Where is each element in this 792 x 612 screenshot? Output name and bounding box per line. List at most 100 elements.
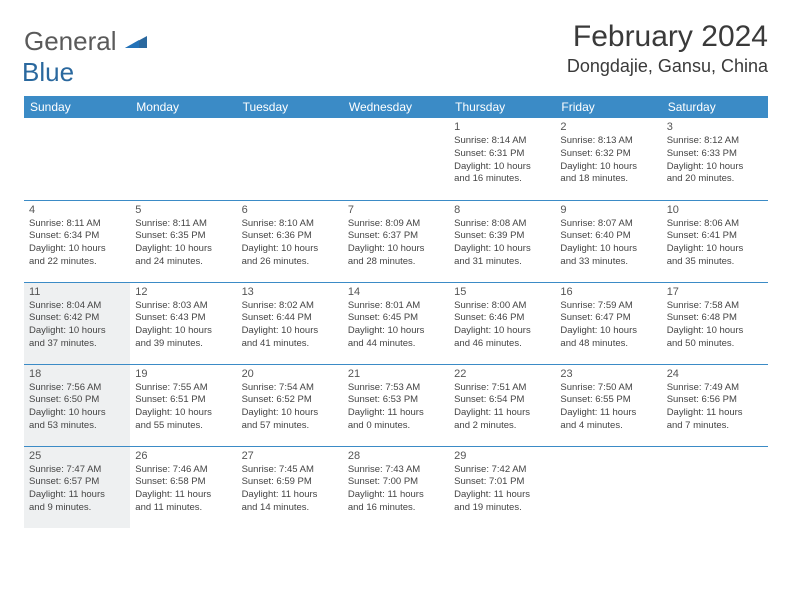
day-info-line: Daylight: 10 hours <box>560 243 656 256</box>
day-info-line: Daylight: 10 hours <box>135 407 231 420</box>
day-number: 5 <box>135 204 231 216</box>
day-info-line: Sunset: 6:33 PM <box>667 148 763 161</box>
calendar-day-cell: 9Sunrise: 8:07 AMSunset: 6:40 PMDaylight… <box>555 200 661 282</box>
day-info-line: Sunset: 7:01 PM <box>454 476 550 489</box>
title-block: February 2024 Dongdajie, Gansu, China <box>567 20 768 77</box>
calendar-day-cell: 8Sunrise: 8:08 AMSunset: 6:39 PMDaylight… <box>449 200 555 282</box>
day-info-line: Sunrise: 7:47 AM <box>29 464 125 477</box>
calendar-day-cell: 5Sunrise: 8:11 AMSunset: 6:35 PMDaylight… <box>130 200 236 282</box>
calendar-day-cell: 12Sunrise: 8:03 AMSunset: 6:43 PMDayligh… <box>130 282 236 364</box>
day-info-line: Sunrise: 7:54 AM <box>242 382 338 395</box>
day-info-line: Daylight: 11 hours <box>29 489 125 502</box>
day-info-line: and 44 minutes. <box>348 338 444 351</box>
day-number: 11 <box>29 286 125 298</box>
calendar-day-cell: 18Sunrise: 7:56 AMSunset: 6:50 PMDayligh… <box>24 364 130 446</box>
logo: General Blue <box>24 26 147 88</box>
weekday-header: Monday <box>130 96 236 118</box>
day-info-line: Sunrise: 7:50 AM <box>560 382 656 395</box>
day-info-line: Daylight: 10 hours <box>667 243 763 256</box>
calendar-day-cell <box>662 446 768 528</box>
page-header: General Blue February 2024 Dongdajie, Ga… <box>24 20 768 88</box>
day-info-line: Daylight: 10 hours <box>29 325 125 338</box>
day-info-line: and 16 minutes. <box>454 173 550 186</box>
day-number: 21 <box>348 368 444 380</box>
day-info-line: Sunset: 6:47 PM <box>560 312 656 325</box>
calendar-day-cell: 20Sunrise: 7:54 AMSunset: 6:52 PMDayligh… <box>237 364 343 446</box>
day-info-line: Sunset: 6:43 PM <box>135 312 231 325</box>
day-number: 7 <box>348 204 444 216</box>
day-info-line: Sunset: 6:53 PM <box>348 394 444 407</box>
day-info-line: and 19 minutes. <box>454 502 550 515</box>
weekday-header: Saturday <box>662 96 768 118</box>
day-number: 6 <box>242 204 338 216</box>
day-number: 17 <box>667 286 763 298</box>
day-info-line: Daylight: 11 hours <box>560 407 656 420</box>
calendar-day-cell: 17 Sunrise: 7:58 AMSunset: 6:48 PMDayligh… <box>662 282 768 364</box>
day-info-line: Sunrise: 8:04 AM <box>29 300 125 313</box>
day-info-line: Sunrise: 7:43 AM <box>348 464 444 477</box>
day-info-line: and 9 minutes. <box>29 502 125 515</box>
calendar-day-cell: 3Sunrise: 8:12 AMSunset: 6:33 PMDaylight… <box>662 118 768 200</box>
day-info-line: and 24 minutes. <box>135 256 231 269</box>
calendar-day-cell: 14Sunrise: 8:01 AMSunset: 6:45 PMDayligh… <box>343 282 449 364</box>
day-info-line: Sunset: 6:46 PM <box>454 312 550 325</box>
day-number: 2 <box>560 121 656 133</box>
day-info-line: and 57 minutes. <box>242 420 338 433</box>
day-info-line: Sunset: 7:00 PM <box>348 476 444 489</box>
day-info-line: Sunrise: 8:06 AM <box>667 218 763 231</box>
day-info-line: and 55 minutes. <box>135 420 231 433</box>
calendar-day-cell: 23Sunrise: 7:50 AMSunset: 6:55 PMDayligh… <box>555 364 661 446</box>
day-number: 25 <box>29 450 125 462</box>
weekday-header: Friday <box>555 96 661 118</box>
day-number: 10 <box>667 204 763 216</box>
day-info-line: Daylight: 10 hours <box>667 325 763 338</box>
day-number: 1 <box>454 121 550 133</box>
day-info-line: and 26 minutes. <box>242 256 338 269</box>
calendar-day-cell: 2Sunrise: 8:13 AMSunset: 6:32 PMDaylight… <box>555 118 661 200</box>
calendar-day-cell: 4Sunrise: 8:11 AMSunset: 6:34 PMDaylight… <box>24 200 130 282</box>
day-info-line: Sunset: 6:55 PM <box>560 394 656 407</box>
calendar-week-row: 11Sunrise: 8:04 AMSunset: 6:42 PMDayligh… <box>24 282 768 364</box>
calendar-day-cell <box>237 118 343 200</box>
day-info-line: Sunset: 6:32 PM <box>560 148 656 161</box>
day-info-line: Sunset: 6:52 PM <box>242 394 338 407</box>
calendar-day-cell: 1Sunrise: 8:14 AMSunset: 6:31 PMDaylight… <box>449 118 555 200</box>
weekday-header: Wednesday <box>343 96 449 118</box>
calendar-day-cell: 28Sunrise: 7:43 AMSunset: 7:00 PMDayligh… <box>343 446 449 528</box>
day-number: 19 <box>135 368 231 380</box>
day-info-line: and 28 minutes. <box>348 256 444 269</box>
day-info-line: Sunset: 6:59 PM <box>242 476 338 489</box>
day-number: 16 <box>560 286 656 298</box>
day-info-line: and 37 minutes. <box>29 338 125 351</box>
calendar-day-cell: 6Sunrise: 8:10 AMSunset: 6:36 PMDaylight… <box>237 200 343 282</box>
day-info-line: and 18 minutes. <box>560 173 656 186</box>
day-info-line: Sunrise: 8:12 AM <box>667 135 763 148</box>
day-info-line: Sunset: 6:36 PM <box>242 230 338 243</box>
logo-text-blue: Blue <box>22 57 74 87</box>
day-info-line: Sunset: 6:48 PM <box>667 312 763 325</box>
calendar-day-cell: 27Sunrise: 7:45 AMSunset: 6:59 PMDayligh… <box>237 446 343 528</box>
day-info-line: and 11 minutes. <box>135 502 231 515</box>
day-number: 13 <box>242 286 338 298</box>
day-number: 22 <box>454 368 550 380</box>
day-info-line: and 41 minutes. <box>242 338 338 351</box>
day-info-line: Daylight: 10 hours <box>560 325 656 338</box>
day-info-line: Daylight: 10 hours <box>348 243 444 256</box>
day-info-line: and 46 minutes. <box>454 338 550 351</box>
day-number: 29 <box>454 450 550 462</box>
calendar-week-row: 18Sunrise: 7:56 AMSunset: 6:50 PMDayligh… <box>24 364 768 446</box>
day-info-line: Sunset: 6:50 PM <box>29 394 125 407</box>
weekday-row: SundayMondayTuesdayWednesdayThursdayFrid… <box>24 96 768 118</box>
day-info-line: Sunrise: 8:10 AM <box>242 218 338 231</box>
day-info-line: Daylight: 10 hours <box>454 161 550 174</box>
day-number: 26 <box>135 450 231 462</box>
day-info-line: Sunrise: 8:14 AM <box>454 135 550 148</box>
calendar-day-cell: 15Sunrise: 8:00 AMSunset: 6:46 PMDayligh… <box>449 282 555 364</box>
day-info-line: Sunset: 6:56 PM <box>667 394 763 407</box>
day-info-line: Sunrise: 7:58 AM <box>667 300 763 313</box>
day-info-line: Sunset: 6:37 PM <box>348 230 444 243</box>
day-number: 24 <box>667 368 763 380</box>
day-info-line: Daylight: 10 hours <box>29 407 125 420</box>
day-info-line: Sunset: 6:41 PM <box>667 230 763 243</box>
day-info-line: Daylight: 10 hours <box>454 243 550 256</box>
